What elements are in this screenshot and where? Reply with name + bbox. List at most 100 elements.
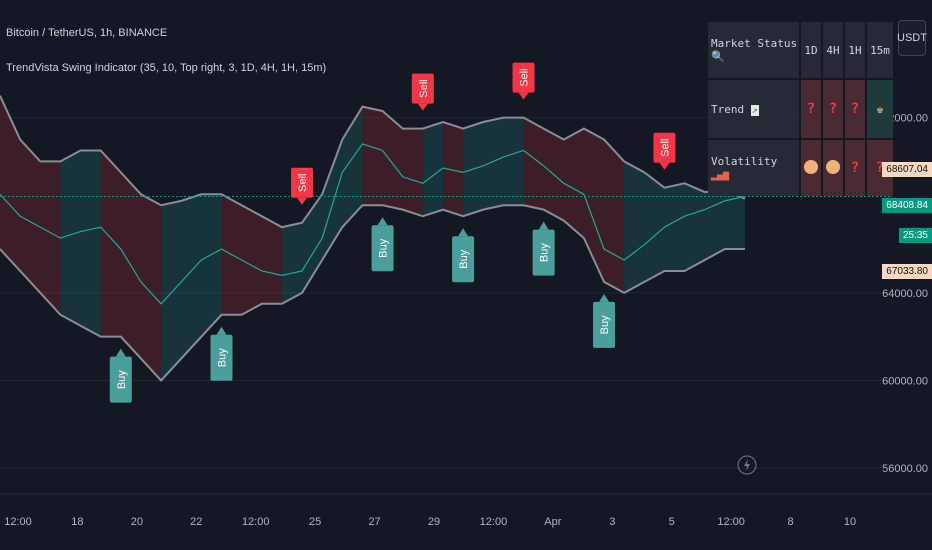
- close-line: [0, 143, 746, 305]
- y-tick-label: 60000.00: [882, 375, 928, 387]
- volatility-label: Volatility: [711, 155, 778, 168]
- buy-signal-box: [532, 229, 555, 276]
- x-tick-label: 12:00: [242, 516, 270, 528]
- band-segment: [80, 150, 101, 337]
- x-tick-label: Apr: [544, 516, 561, 528]
- lower-band-price-label: 67033.80: [882, 264, 932, 279]
- band-segment: [0, 95, 21, 271]
- buy-signal-box: [109, 356, 132, 403]
- sell-signal: Sell: [653, 132, 676, 170]
- buy-signal-label: Buy: [216, 348, 228, 367]
- buy-signal-pointer: [538, 221, 549, 230]
- band-segment: [442, 122, 464, 217]
- buy-signal: Buy: [109, 348, 132, 403]
- trend-1h-cell: ?: [845, 80, 865, 138]
- last-price-label: 68408.84: [882, 198, 932, 213]
- signal-bars-icon: ▂▄▆: [711, 170, 730, 181]
- sell-signal: Sell: [512, 62, 535, 100]
- face-icon: [804, 159, 818, 174]
- band-segment: [100, 150, 121, 337]
- timeframe-15m: 15m: [867, 22, 893, 78]
- lower-band-line: [0, 204, 745, 382]
- band-segment: [161, 200, 182, 381]
- band-segment: [322, 139, 343, 260]
- buy-signal-pointer: [458, 228, 469, 237]
- buy-signal: Buy: [371, 217, 394, 272]
- band-segment: [342, 106, 363, 228]
- x-axis: 12:00 18 20 22 12:00 25 27 29 12:00 Apr 3 5 12:00 8 10: [0, 493, 932, 528]
- x-tick-label: 22: [190, 516, 202, 528]
- x-tick-label: 8: [788, 516, 794, 528]
- table-title: Market Status: [711, 37, 798, 50]
- band-segment: [261, 216, 282, 304]
- x-tick-label: 12:00: [4, 516, 32, 528]
- buy-signal-label: Buy: [116, 370, 128, 389]
- buy-signal-box: [371, 225, 394, 272]
- sell-signal-pointer: [659, 162, 670, 170]
- band-segment: [382, 111, 403, 210]
- currency-button[interactable]: USDT: [897, 20, 927, 56]
- x-tick-label: 29: [428, 516, 440, 528]
- x-tick-label: 27: [368, 516, 380, 528]
- sell-signal-box: [653, 132, 676, 163]
- x-tick-label: 12:00: [480, 516, 508, 528]
- y-tick-label: 56000.00: [882, 463, 928, 475]
- band-segment: [644, 172, 665, 282]
- sell-signal-label: Sell: [659, 139, 671, 157]
- band-segment: [704, 189, 725, 260]
- sell-signal-pointer: [417, 103, 428, 111]
- sell-signal: Sell: [291, 167, 314, 205]
- x-tick-label: 10: [844, 516, 856, 528]
- band-segment: [503, 117, 524, 206]
- band-segment: [483, 117, 504, 210]
- timeframe-4h: 4H: [823, 22, 843, 78]
- x-tick-label: 3: [609, 516, 615, 528]
- buy-signal-label: Buy: [458, 249, 470, 268]
- sell-signal-label: Sell: [519, 68, 531, 86]
- buy-signal-label: Buy: [599, 315, 611, 334]
- y-axis: 72000.00 64000.00 60000.00 56000.00: [882, 113, 928, 475]
- bull-icon: ♚: [876, 102, 884, 116]
- trend-label-cell: Trend ↗: [708, 80, 799, 138]
- band-segment: [523, 117, 544, 210]
- trend-label: Trend: [711, 102, 745, 116]
- bar-countdown-label: 25:35: [898, 228, 932, 243]
- signal-markers: Sell Sell Sell Sell Buy Buy Buy Buy Buy Buy: [109, 62, 676, 403]
- trend-1d-cell: ?: [801, 80, 821, 138]
- band-fills: [0, 95, 746, 382]
- sell-signal: Sell: [411, 73, 434, 111]
- x-tick-label: 18: [71, 516, 83, 528]
- timeframe-1d: 1D: [801, 22, 821, 78]
- indicator-title: TrendVista Swing Indicator (35, 10, Top …: [6, 62, 327, 74]
- band-segment: [140, 194, 162, 381]
- symbol-title: Bitcoin / TetherUS, 1h, BINANCE: [6, 27, 168, 39]
- volatility-1h-cell: ?: [845, 140, 865, 196]
- buy-signal-pointer: [377, 217, 388, 226]
- sell-signal-box: [291, 167, 314, 198]
- buy-signal-box: [210, 334, 233, 381]
- buy-signal-box: [593, 301, 616, 348]
- x-tick-label: 25: [309, 516, 321, 528]
- buy-signal: Buy: [593, 293, 616, 348]
- band-segment: [402, 128, 423, 217]
- sell-signal-label: Sell: [418, 79, 430, 97]
- band-segment: [724, 189, 745, 250]
- band-segment: [40, 161, 61, 315]
- band-segment: [60, 150, 81, 326]
- lightning-icon[interactable]: [737, 455, 757, 475]
- band-segment: [604, 139, 625, 293]
- band-segment: [181, 194, 202, 359]
- buy-signal-label: Buy: [539, 243, 551, 262]
- sell-signal-pointer: [518, 92, 529, 100]
- band-segment: [422, 122, 443, 217]
- buy-signal-box: [452, 236, 475, 283]
- price-line: [0, 143, 890, 305]
- buy-signal-pointer: [115, 348, 126, 357]
- buy-signal-pointer: [216, 326, 227, 335]
- buy-signal: Buy: [210, 326, 233, 381]
- market-status-table: Market Status 🔍 1D 4H 1H 15m Trend ↗ ? ?…: [706, 20, 895, 198]
- sell-signal-box: [512, 62, 535, 93]
- y-tick-label: 64000.00: [882, 288, 928, 300]
- band-segment: [664, 183, 685, 271]
- buy-signal-label: Buy: [378, 238, 390, 257]
